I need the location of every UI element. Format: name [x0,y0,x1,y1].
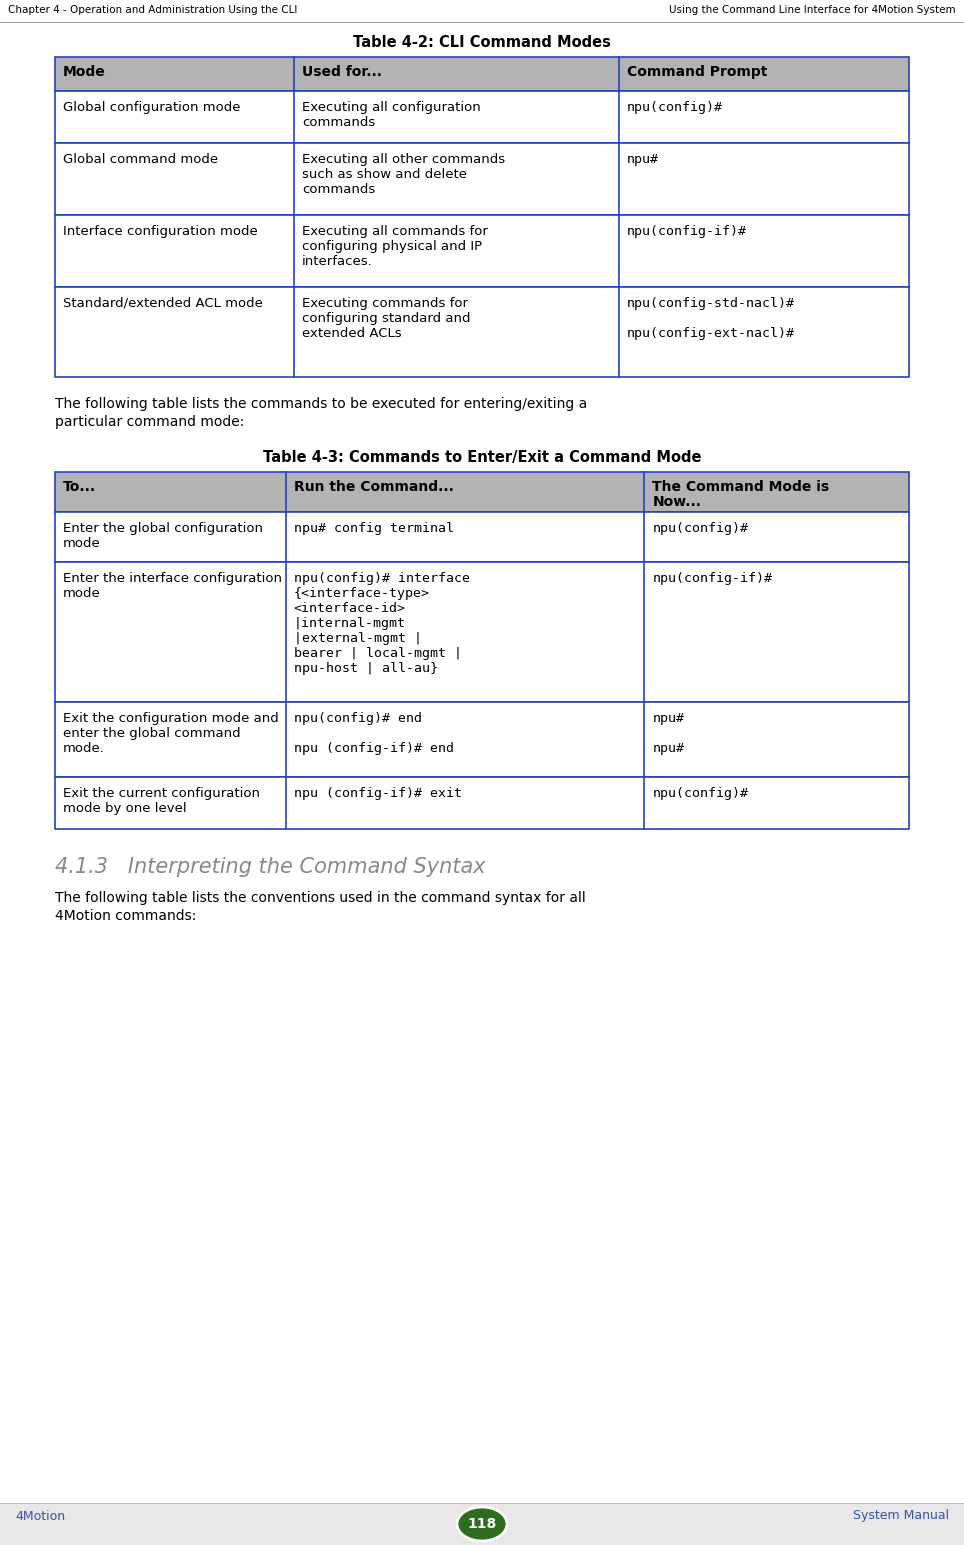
Text: commands: commands [302,182,375,196]
Bar [55,473,909,511]
Text: npu(config)#: npu(config)# [653,786,748,800]
Bar [0,1503,964,1545]
Text: <interface-id>: <interface-id> [294,603,406,615]
Text: System Manual: System Manual [853,1509,949,1522]
Text: npu(config-if)#: npu(config-if)# [653,572,772,586]
Text: configuring physical and IP: configuring physical and IP [302,239,482,253]
Text: {<interface-type>: {<interface-type> [294,587,430,599]
Bar [55,57,909,91]
Text: Command Prompt: Command Prompt [627,65,767,79]
Text: The following table lists the commands to be executed for entering/exiting a: The following table lists the commands t… [55,397,587,411]
Text: bearer | local-mgmt |: bearer | local-mgmt | [294,647,462,660]
Text: Run the Command...: Run the Command... [294,480,453,494]
Text: npu#: npu# [627,153,658,165]
Text: Exit the current configuration: Exit the current configuration [63,786,260,800]
Text: Exit the configuration mode and: Exit the configuration mode and [63,712,279,725]
Text: npu(config)# interface: npu(config)# interface [294,572,469,586]
Text: mode.: mode. [63,742,105,756]
Text: |external-mgmt |: |external-mgmt | [294,632,421,644]
Text: Using the Command Line Interface for 4Motion System: Using the Command Line Interface for 4Mo… [669,5,956,15]
Text: commands: commands [302,116,375,128]
Text: enter the global command: enter the global command [63,728,241,740]
Text: npu(config)#: npu(config)# [653,522,748,535]
Ellipse shape [457,1506,507,1540]
Text: The following table lists the conventions used in the command syntax for all: The following table lists the convention… [55,891,586,905]
Text: npu-host | all-au}: npu-host | all-au} [294,661,438,675]
Text: particular command mode:: particular command mode: [55,416,245,430]
Bar [55,144,909,215]
Text: Table 4-2: CLI Command Modes: Table 4-2: CLI Command Modes [353,36,611,49]
Text: 118: 118 [468,1517,496,1531]
Bar [55,777,909,830]
Text: such as show and delete: such as show and delete [302,168,468,181]
Text: npu (config-if)# exit: npu (config-if)# exit [294,786,462,800]
Text: Used for...: Used for... [302,65,382,79]
Text: npu# config terminal: npu# config terminal [294,522,454,535]
Text: To...: To... [63,480,96,494]
Text: Executing commands for: Executing commands for [302,297,469,311]
Text: Mode: Mode [63,65,106,79]
Text: mode: mode [63,538,101,550]
Text: Chapter 4 - Operation and Administration Using the CLI: Chapter 4 - Operation and Administration… [8,5,297,15]
Text: Now...: Now... [653,494,701,508]
Text: npu(config-std-nacl)#: npu(config-std-nacl)# [627,297,794,311]
Bar [55,511,909,562]
Bar [55,91,909,144]
Bar [55,287,909,377]
Text: 4.1.3   Interpreting the Command Syntax: 4.1.3 Interpreting the Command Syntax [55,857,486,878]
Text: Interface configuration mode: Interface configuration mode [63,226,257,238]
Text: Executing all configuration: Executing all configuration [302,100,481,114]
Text: Standard/extended ACL mode: Standard/extended ACL mode [63,297,263,311]
Text: npu(config)#: npu(config)# [627,100,723,114]
Text: Enter the global configuration: Enter the global configuration [63,522,263,535]
Text: interfaces.: interfaces. [302,255,373,267]
Text: The Command Mode is: The Command Mode is [653,480,829,494]
Text: 4Motion: 4Motion [15,1509,66,1522]
Text: mode by one level: mode by one level [63,802,187,816]
Text: Enter the interface configuration: Enter the interface configuration [63,572,282,586]
Text: Executing all other commands: Executing all other commands [302,153,505,165]
Text: npu(config-ext-nacl)#: npu(config-ext-nacl)# [627,328,794,340]
Text: extended ACLs: extended ACLs [302,328,402,340]
Bar [55,215,909,287]
Text: npu#: npu# [653,712,684,725]
Text: Executing all commands for: Executing all commands for [302,226,488,238]
Text: npu(config)# end: npu(config)# end [294,712,421,725]
Text: npu (config-if)# end: npu (config-if)# end [294,742,454,756]
Text: Global configuration mode: Global configuration mode [63,100,240,114]
Text: npu(config-if)#: npu(config-if)# [627,226,747,238]
Bar [55,701,909,777]
Text: Table 4-3: Commands to Enter/Exit a Command Mode: Table 4-3: Commands to Enter/Exit a Comm… [263,450,701,465]
Text: |internal-mgmt: |internal-mgmt [294,616,406,630]
Text: configuring standard and: configuring standard and [302,312,470,324]
Text: mode: mode [63,587,101,599]
Text: 4Motion commands:: 4Motion commands: [55,908,197,922]
Bar [55,562,909,701]
Text: Global command mode: Global command mode [63,153,218,165]
Text: npu#: npu# [653,742,684,756]
